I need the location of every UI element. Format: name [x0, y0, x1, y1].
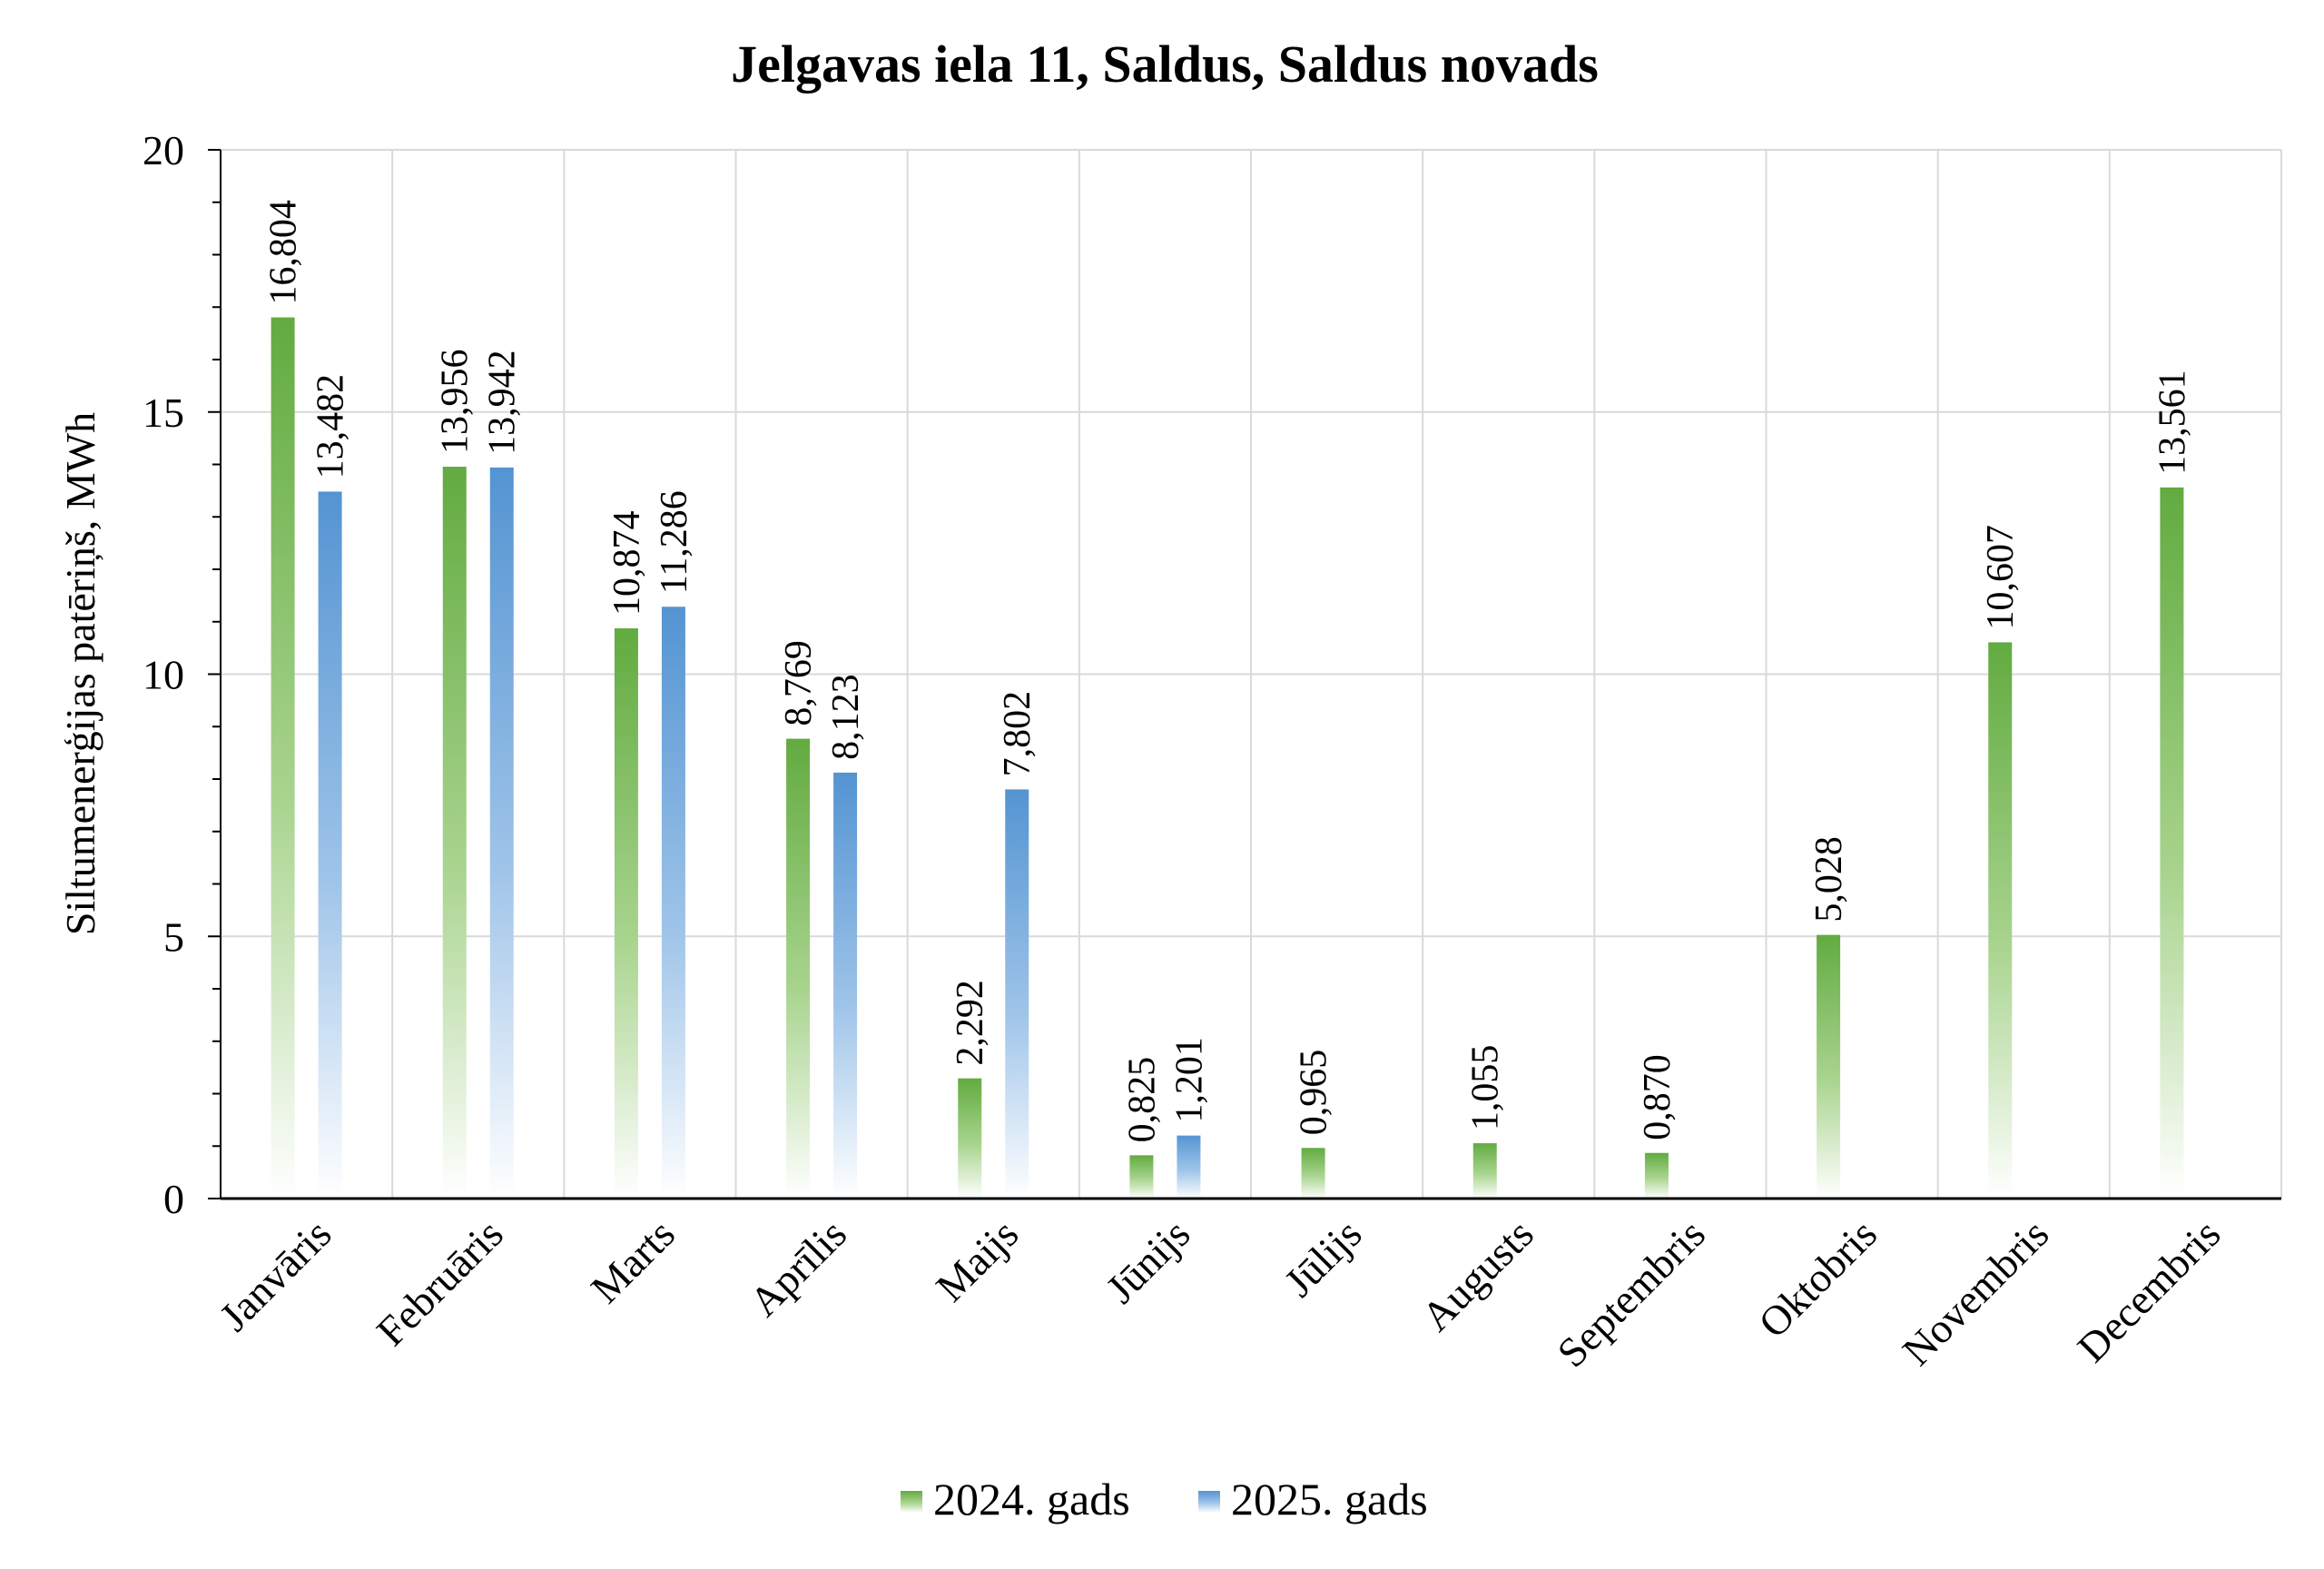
data-label: 0,870	[1637, 1054, 1679, 1140]
x-tick-label: Jūnijs	[1097, 1210, 1198, 1312]
legend-label-2025: 2025. gads	[1231, 1474, 1428, 1525]
y-axis-ticks: 0 5 10 15 20	[143, 127, 221, 1222]
data-label: 11,286	[654, 490, 695, 594]
x-tick-label: Septembris	[1549, 1210, 1714, 1376]
bar-2024	[1129, 1155, 1154, 1199]
data-label: 13,956	[435, 350, 477, 455]
legend-swatch-2024	[901, 1491, 922, 1513]
data-label: 5,028	[1808, 836, 1850, 923]
bar-2024	[271, 317, 295, 1199]
bar-2024	[2160, 487, 2184, 1199]
data-label: 13,561	[2152, 370, 2193, 475]
legend-swatch-2025	[1198, 1491, 1220, 1513]
x-tick-label: Novembris	[1894, 1210, 2058, 1375]
data-label: 8,123	[825, 674, 867, 759]
data-label: 2,292	[950, 980, 991, 1066]
data-label: 10,874	[606, 511, 648, 617]
bar-2025	[318, 491, 342, 1199]
y-tick-label: 15	[143, 390, 184, 436]
chart-title: Jelgavas iela 11, Saldus, Saldus novads	[731, 35, 1599, 94]
bar-2024	[786, 738, 811, 1199]
data-label: 13,482	[310, 374, 352, 479]
bar-2024	[1817, 934, 1841, 1199]
bar-2024	[1472, 1143, 1497, 1199]
data-label: 1,201	[1168, 1037, 1210, 1123]
bar-2024	[614, 628, 638, 1199]
x-tick-label: Maijs	[927, 1210, 1027, 1310]
data-label: 1,055	[1465, 1045, 1507, 1131]
legend-label-2024: 2024. gads	[933, 1474, 1130, 1525]
bar-2024	[1988, 642, 2013, 1199]
bar-2024	[1301, 1148, 1325, 1199]
y-tick-label: 0	[163, 1176, 184, 1222]
bar-2024	[1644, 1152, 1669, 1199]
y-tick-label: 5	[163, 913, 184, 960]
x-tick-label: Februāris	[368, 1210, 512, 1355]
data-label: 13,942	[482, 350, 524, 455]
bar-2025	[1005, 789, 1029, 1199]
bars	[271, 317, 2184, 1199]
bar-2024	[958, 1078, 982, 1199]
data-label: 10,607	[1980, 525, 2022, 630]
bar-2025	[833, 772, 858, 1199]
x-tick-label: Marts	[582, 1210, 684, 1312]
x-tick-label: Janvāris	[211, 1210, 340, 1340]
x-axis-ticks: Janvāris Februāris Marts Aprīlis Maijs Jūnijs…	[211, 1210, 2229, 1376]
bar-2025	[661, 607, 685, 1199]
x-tick-label: Augusts	[1413, 1210, 1542, 1340]
x-tick-label: Oktobris	[1749, 1210, 1886, 1347]
gridlines	[221, 149, 2282, 1199]
data-label: 0,965	[1294, 1050, 1335, 1136]
bar-2024	[442, 467, 467, 1199]
data-label: 0,825	[1121, 1057, 1163, 1143]
y-tick-label: 10	[143, 652, 184, 698]
y-axis-label: Siltumenerģijas patēriņš, MWh	[57, 412, 103, 935]
data-label: 16,804	[263, 200, 305, 305]
data-labels: 16,804 13,956 10,874 8,769 2,292 0,825 0,965 1,…	[263, 200, 2194, 1142]
bar-2025	[1177, 1135, 1201, 1199]
x-tick-label: Jūlijs	[1275, 1210, 1371, 1306]
axes	[220, 150, 2281, 1200]
x-tick-label: Aprīlis	[741, 1210, 855, 1325]
legend: 2024. gads 2025. gads	[901, 1474, 1428, 1525]
data-label: 7,802	[997, 691, 1039, 777]
bar-2025	[489, 467, 514, 1199]
y-tick-label: 20	[143, 127, 184, 173]
data-label: 8,769	[778, 640, 820, 726]
x-tick-label: Decembris	[2069, 1210, 2230, 1371]
